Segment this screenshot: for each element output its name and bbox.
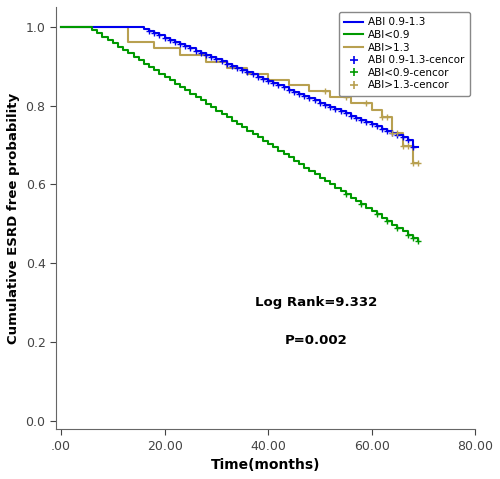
X-axis label: Time(months): Time(months) — [210, 458, 320, 472]
Text: P=0.002: P=0.002 — [284, 334, 347, 347]
Y-axis label: Cumulative ESRD free probability: Cumulative ESRD free probability — [7, 92, 20, 343]
Text: Log Rank=9.332: Log Rank=9.332 — [254, 296, 377, 309]
Legend: ABI 0.9-1.3, ABI<0.9, ABI>1.3, ABI 0.9-1.3-cencor, ABI<0.9-cencor, ABI>1.3-cenco: ABI 0.9-1.3, ABI<0.9, ABI>1.3, ABI 0.9-1… — [339, 12, 470, 96]
